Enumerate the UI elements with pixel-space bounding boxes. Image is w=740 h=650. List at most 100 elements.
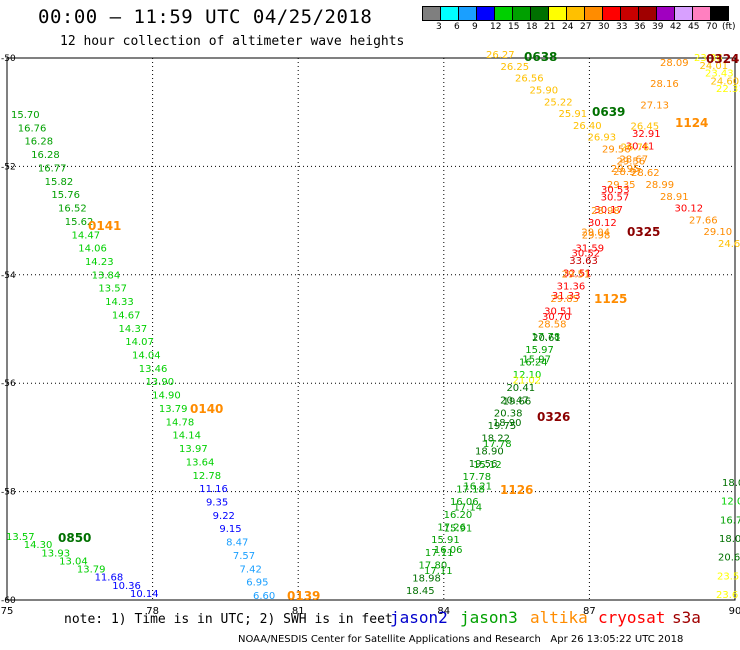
track-value: 28.62 [631, 168, 660, 179]
credit-text: NOAA/NESDIS Center for Satellite Applica… [238, 634, 541, 645]
mission-label-jason3: jason3 [460, 608, 518, 627]
track-value: 28.97 [613, 167, 642, 178]
track-value: 23.5 [717, 571, 739, 582]
track-value: 15.62 [65, 217, 94, 228]
track-value: 23.6 [716, 590, 738, 601]
legend-tick-label: 24 [562, 22, 574, 32]
track-value: 14.47 [72, 230, 101, 241]
track-value: 30.57 [601, 192, 630, 203]
track-value: 28.99 [646, 180, 675, 191]
track-value: 13.57 [6, 532, 35, 543]
track-value: 30.51 [544, 307, 573, 318]
track-value: 29.98 [582, 231, 611, 242]
map-axes: 75 78 81 84 87 90 -50 -52 -54 -56 -58 -60 [1, 54, 740, 617]
y-tick-label: -50 [1, 54, 16, 64]
track-value: 29.56 [617, 156, 646, 167]
track-value: 16.06 [450, 497, 479, 508]
track-value: 20.41 [506, 383, 535, 394]
pass-time-label: 0639 [592, 105, 625, 119]
pass-labels: 0638 0324 0639 1124 0141 0325 1125 0140 0326 1126… [58, 50, 739, 603]
track-value: 15.97 [525, 345, 554, 356]
track-value: 24.60 [718, 239, 740, 250]
track-value: 31.59 [576, 243, 605, 254]
track-value: 13.79 [77, 565, 106, 576]
track-value: 11.16 [199, 484, 228, 495]
track-value: 13.57 [98, 284, 127, 295]
pass-time-label: 1124 [675, 116, 708, 130]
legend-tick-label: 12 [490, 22, 502, 32]
track-value: 14.33 [105, 297, 134, 308]
track-value: 15.82 [45, 177, 74, 188]
pass-time-label: 0326 [537, 410, 570, 424]
track-value: 17.14 [454, 503, 483, 514]
track-value: 14.30 [24, 540, 53, 551]
track-value: 33.63 [569, 256, 598, 267]
legend-tick-label: 6 [454, 22, 460, 32]
track-value: 15.76 [51, 190, 80, 201]
map-frame [6, 57, 736, 601]
track-value: 13.93 [41, 548, 70, 559]
pass-time-label: 0324 [706, 52, 739, 66]
track-value: 26.76 [621, 143, 650, 154]
track-value: 19.75 [488, 421, 517, 432]
track-value: 9.35 [206, 497, 228, 508]
legend-tick-label: 27 [580, 22, 592, 32]
y-tick-label: -56 [1, 379, 16, 389]
track-value: 25.90 [530, 85, 559, 96]
track-value: 30.12 [675, 204, 704, 215]
track-value: 23.36 [694, 53, 723, 64]
track-value: 32.91 [632, 129, 661, 140]
track-value: 13.97 [179, 444, 208, 455]
x-tick-label: 75 [1, 606, 14, 617]
track-value: 26.93 [588, 133, 617, 144]
track-value: 28.09 [660, 58, 689, 69]
track-value: 12.0 [721, 497, 740, 508]
track-value: 30.53 [601, 185, 630, 196]
x-tick-label: 81 [292, 606, 305, 617]
track-value: 17.11 [424, 566, 453, 577]
pass-time-label: 0141 [88, 219, 121, 233]
track-value: 23.43 [705, 69, 734, 80]
track-value: 18.0 [722, 478, 740, 489]
track-value: 15.12 [473, 460, 502, 471]
track-value: 18.98 [412, 573, 441, 584]
pass-time-label: 1126 [500, 483, 533, 497]
track-value: 20.47 [500, 396, 529, 407]
track-value: 26.25 [501, 62, 530, 73]
track-value: 11.68 [95, 573, 124, 584]
legend-swatch [710, 6, 729, 21]
track-value: 10.36 [112, 581, 141, 592]
mission-label-jason2: jason2 [390, 608, 448, 627]
track-value: 24.01 [700, 61, 729, 72]
track-value: 18.0 [719, 534, 740, 545]
track-value: 28.91 [660, 192, 689, 203]
track-value: 20.6 [718, 553, 740, 564]
track-value: 27.13 [640, 100, 669, 111]
track-value: 29.85 [550, 294, 579, 305]
legend-tick-label: 36 [634, 22, 646, 32]
track-value: 18.90 [475, 446, 504, 457]
track-value: 16.52 [58, 204, 87, 215]
track-value: 21.02 [513, 376, 542, 387]
track-value: 13.04 [59, 556, 88, 567]
credit-timestamp: Apr 26 13:05:22 UTC 2018 [550, 634, 684, 645]
mission-label-cryosat: cryosat [598, 608, 666, 627]
track-value: 14.78 [166, 417, 195, 428]
track-value: 26.45 [631, 122, 660, 133]
track-value: 30.70 [542, 312, 571, 323]
track-value: 26.27 [486, 50, 515, 61]
track-value: 17.78 [463, 472, 492, 483]
track-value: 29.95 [611, 164, 640, 175]
legend-tick-label: 30 [598, 22, 610, 32]
pass-time-label: 1125 [594, 292, 627, 306]
track-value: 18.45 [406, 586, 435, 597]
track-value: 18.22 [481, 434, 510, 445]
track-value: 28.98 [591, 206, 620, 217]
track-value: 15.91 [444, 524, 473, 535]
track-value: 16.24 [519, 358, 548, 369]
track-value: 6.95 [246, 578, 268, 589]
track-value: 17.78 [532, 332, 561, 343]
x-tick-label: 87 [583, 606, 596, 617]
